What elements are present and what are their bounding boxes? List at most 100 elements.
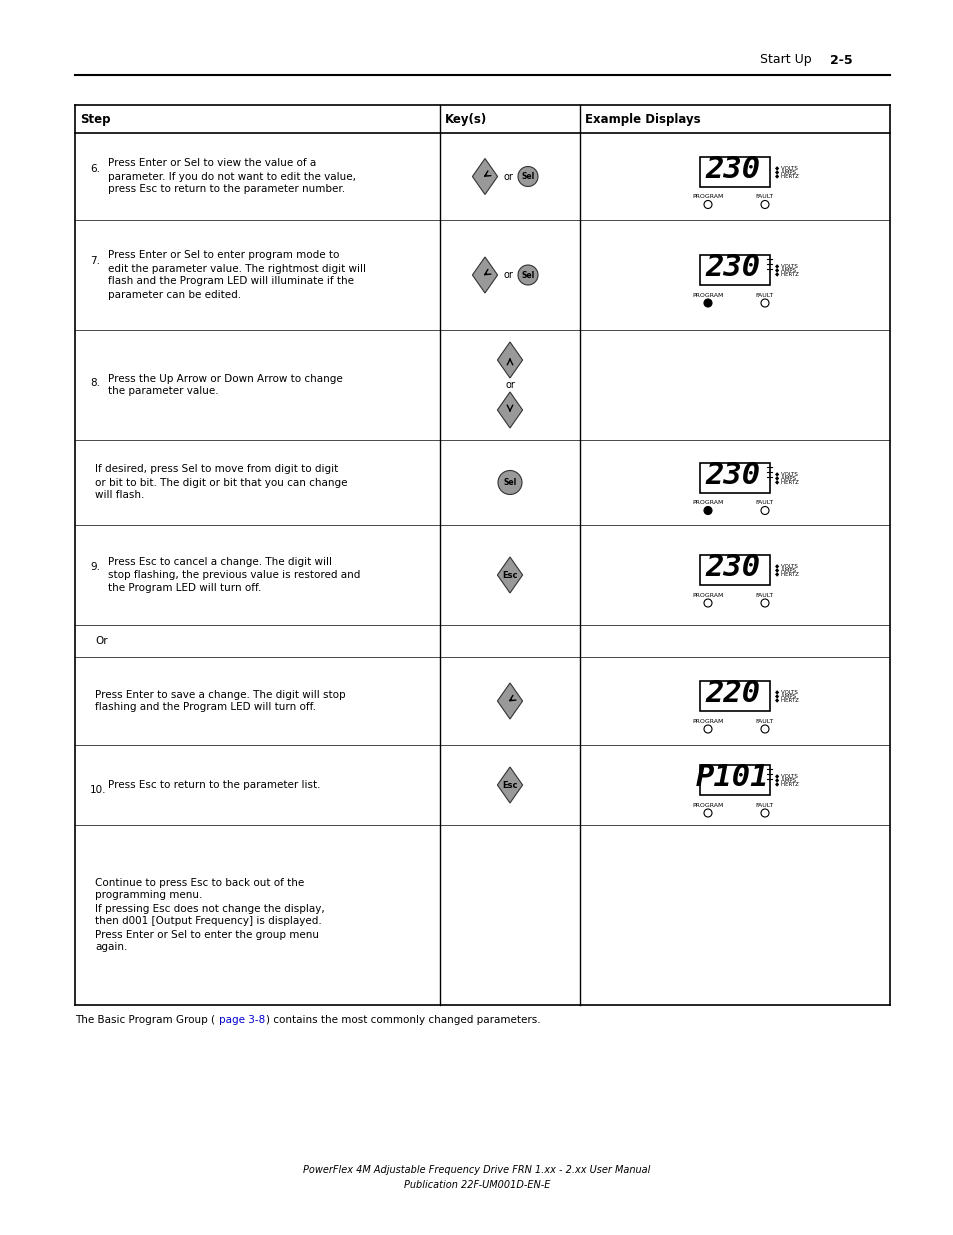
Text: Esc: Esc: [501, 781, 517, 789]
Circle shape: [760, 506, 768, 515]
Text: Press Enter or Sel to enter the group menu: Press Enter or Sel to enter the group me…: [95, 930, 318, 940]
Text: Example Displays: Example Displays: [584, 112, 700, 126]
Circle shape: [517, 167, 537, 186]
Circle shape: [703, 809, 711, 818]
Text: page 3-8: page 3-8: [219, 1015, 265, 1025]
Text: If desired, press Sel to move from digit to digit: If desired, press Sel to move from digit…: [95, 464, 338, 474]
Text: ◆ VOLTS: ◆ VOLTS: [774, 689, 797, 694]
Text: ◆ VOLTS: ◆ VOLTS: [774, 263, 797, 268]
Polygon shape: [472, 158, 497, 194]
Text: 9.: 9.: [90, 562, 100, 572]
Text: PowerFlex 4M Adjustable Frequency Drive FRN 1.xx - 2.xx User Manual: PowerFlex 4M Adjustable Frequency Drive …: [303, 1165, 650, 1174]
Text: or: or: [504, 380, 515, 390]
Text: 8.: 8.: [90, 378, 100, 389]
Polygon shape: [497, 557, 522, 593]
Text: 230: 230: [704, 553, 760, 583]
FancyBboxPatch shape: [700, 764, 769, 795]
Text: Press the Up Arrow or Down Arrow to change: Press the Up Arrow or Down Arrow to chan…: [108, 373, 342, 384]
Text: Esc: Esc: [501, 571, 517, 579]
Text: 230: 230: [704, 461, 760, 490]
Circle shape: [760, 599, 768, 606]
Text: will flash.: will flash.: [95, 490, 144, 500]
FancyBboxPatch shape: [700, 680, 769, 711]
Text: ◆ AMPS: ◆ AMPS: [774, 169, 796, 174]
Text: ◆ AMPS: ◆ AMPS: [774, 568, 796, 573]
Circle shape: [703, 599, 711, 606]
Text: ◆ HERTZ: ◆ HERTZ: [774, 698, 798, 703]
Text: ◆ VOLTS: ◆ VOLTS: [774, 563, 797, 568]
Text: edit the parameter value. The rightmost digit will: edit the parameter value. The rightmost …: [108, 263, 366, 273]
Text: the parameter value.: the parameter value.: [108, 387, 218, 396]
Text: ◆ VOLTS: ◆ VOLTS: [774, 165, 797, 170]
FancyBboxPatch shape: [700, 254, 769, 285]
Circle shape: [760, 809, 768, 818]
Text: Key(s): Key(s): [444, 112, 487, 126]
Text: Sel: Sel: [521, 270, 534, 279]
Text: ◆ AMPS: ◆ AMPS: [774, 778, 796, 783]
Polygon shape: [472, 257, 497, 293]
Text: 230: 230: [704, 156, 760, 184]
Text: The Basic Program Group (: The Basic Program Group (: [75, 1015, 214, 1025]
Circle shape: [517, 266, 537, 285]
Text: programming menu.: programming menu.: [95, 890, 202, 900]
Text: flash and the Program LED will illuminate if the: flash and the Program LED will illuminat…: [108, 277, 354, 287]
Text: FAULT: FAULT: [755, 719, 773, 724]
FancyBboxPatch shape: [700, 555, 769, 585]
Text: parameter. If you do not want to edit the value,: parameter. If you do not want to edit th…: [108, 172, 355, 182]
Text: ◆ AMPS: ◆ AMPS: [774, 694, 796, 699]
Text: ◆ AMPS: ◆ AMPS: [774, 268, 796, 273]
Text: 10.: 10.: [90, 785, 107, 795]
FancyBboxPatch shape: [700, 157, 769, 186]
Text: FAULT: FAULT: [755, 593, 773, 598]
Text: or: or: [502, 172, 513, 182]
Text: the Program LED will turn off.: the Program LED will turn off.: [108, 583, 261, 593]
Text: ◆ HERTZ: ◆ HERTZ: [774, 173, 798, 178]
Text: Press Enter to save a change. The digit will stop: Press Enter to save a change. The digit …: [95, 689, 345, 699]
Text: parameter can be edited.: parameter can be edited.: [108, 289, 241, 300]
Text: or: or: [502, 270, 513, 280]
Text: Press Esc to return to the parameter list.: Press Esc to return to the parameter lis…: [108, 781, 320, 790]
Circle shape: [760, 200, 768, 209]
Text: press Esc to return to the parameter number.: press Esc to return to the parameter num…: [108, 184, 345, 194]
Text: Step: Step: [80, 112, 111, 126]
Text: Sel: Sel: [521, 172, 534, 182]
Text: PROGRAM: PROGRAM: [692, 500, 723, 505]
Text: Sel: Sel: [503, 478, 517, 487]
Text: If pressing Esc does not change the display,: If pressing Esc does not change the disp…: [95, 904, 324, 914]
Text: PROGRAM: PROGRAM: [692, 593, 723, 598]
Text: flashing and the Program LED will turn off.: flashing and the Program LED will turn o…: [95, 703, 315, 713]
Text: Continue to press Esc to back out of the: Continue to press Esc to back out of the: [95, 878, 304, 888]
Text: 6.: 6.: [90, 163, 100, 173]
Text: ◆ HERTZ: ◆ HERTZ: [774, 479, 798, 484]
Circle shape: [703, 506, 711, 515]
Circle shape: [760, 725, 768, 734]
Text: PROGRAM: PROGRAM: [692, 293, 723, 298]
Text: ◆ HERTZ: ◆ HERTZ: [774, 572, 798, 577]
Text: Press Esc to cancel a change. The digit will: Press Esc to cancel a change. The digit …: [108, 557, 332, 567]
Text: Press Enter or Sel to enter program mode to: Press Enter or Sel to enter program mode…: [108, 251, 339, 261]
Text: FAULT: FAULT: [755, 500, 773, 505]
Text: FAULT: FAULT: [755, 803, 773, 808]
Text: Start Up: Start Up: [760, 53, 811, 67]
Circle shape: [703, 725, 711, 734]
Text: PROGRAM: PROGRAM: [692, 194, 723, 200]
FancyBboxPatch shape: [700, 462, 769, 493]
Text: FAULT: FAULT: [755, 194, 773, 200]
Text: PROGRAM: PROGRAM: [692, 719, 723, 724]
Text: stop flashing, the previous value is restored and: stop flashing, the previous value is res…: [108, 571, 360, 580]
Polygon shape: [497, 683, 522, 719]
Text: FAULT: FAULT: [755, 293, 773, 298]
Text: again.: again.: [95, 942, 128, 952]
Circle shape: [760, 299, 768, 308]
Text: Or: Or: [95, 636, 108, 646]
Polygon shape: [497, 342, 522, 378]
Text: ◆ AMPS: ◆ AMPS: [774, 475, 796, 480]
Text: PROGRAM: PROGRAM: [692, 803, 723, 808]
Text: Press Enter or Sel to view the value of a: Press Enter or Sel to view the value of …: [108, 158, 315, 168]
Polygon shape: [497, 391, 522, 429]
Text: 230: 230: [704, 253, 760, 283]
Circle shape: [703, 200, 711, 209]
Text: 2-5: 2-5: [829, 53, 852, 67]
Text: then d001 [Output Frequency] is displayed.: then d001 [Output Frequency] is displaye…: [95, 916, 321, 926]
Text: 7.: 7.: [90, 256, 100, 266]
